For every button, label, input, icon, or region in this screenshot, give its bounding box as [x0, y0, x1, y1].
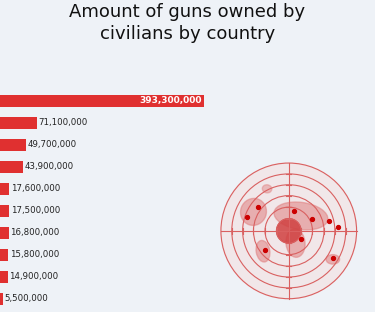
Circle shape [276, 219, 301, 243]
Ellipse shape [326, 255, 340, 264]
Bar [0, 95, 204, 107]
Bar [0, 249, 8, 261]
Bar [0, 271, 8, 283]
Ellipse shape [262, 185, 272, 193]
Circle shape [221, 163, 357, 299]
Text: 17,500,000: 17,500,000 [11, 206, 60, 215]
Bar [0, 183, 9, 195]
Ellipse shape [286, 229, 305, 257]
Ellipse shape [274, 202, 328, 230]
Text: 14,900,000: 14,900,000 [9, 272, 58, 281]
Text: 393,300,000: 393,300,000 [139, 96, 201, 105]
Bar [0, 161, 23, 173]
Text: 49,700,000: 49,700,000 [27, 140, 76, 149]
Bar [0, 117, 37, 129]
Text: 17,600,000: 17,600,000 [11, 184, 60, 193]
Ellipse shape [240, 198, 267, 225]
Bar [0, 227, 9, 239]
Text: 71,100,000: 71,100,000 [39, 118, 88, 127]
Bar [0, 139, 26, 151]
Ellipse shape [256, 241, 270, 262]
Bar [0, 293, 3, 305]
Text: 43,900,000: 43,900,000 [24, 162, 74, 171]
Text: 16,800,000: 16,800,000 [10, 228, 60, 237]
Text: Amount of guns owned by
civilians by country: Amount of guns owned by civilians by cou… [69, 3, 306, 43]
Text: 15,800,000: 15,800,000 [10, 250, 59, 259]
Bar [0, 205, 9, 217]
Text: 5,500,000: 5,500,000 [4, 294, 48, 303]
